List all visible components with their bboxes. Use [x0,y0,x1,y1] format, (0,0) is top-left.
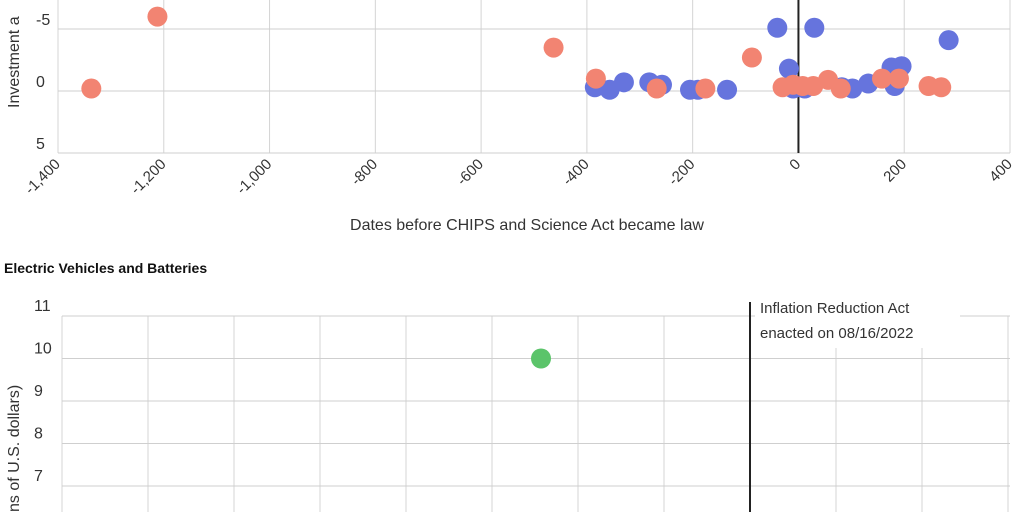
salmon-data-point [543,37,564,58]
top-chart-y-tick: 5 [36,136,45,153]
bottom-chart-y-tick: 8 [34,426,43,443]
blue-data-point [804,17,825,38]
top-chart-x-ticks: -1,400 -1,200 -1,000 -800 -600 -400 -200 0 200 40… [22,156,1016,198]
bottom-chart-y-ticks: 11 10 9 8 7 [34,298,52,485]
salmon-data-point [888,68,909,89]
annotation-line-1: Inflation Reduction Act [760,300,910,317]
blue-data-point [938,30,959,51]
top-chart-y-axis-title: Investment a [6,16,23,108]
top-chart-y-tick: 0 [36,74,45,91]
top-chart-x-tick: -800 [348,156,381,189]
green-data-point [531,348,551,369]
blue-data-point [613,72,634,93]
salmon-data-point [81,78,102,99]
salmon-data-point [646,78,667,99]
salmon-data-point [585,68,606,89]
annotation-line-2: enacted on 08/16/2022 [760,325,913,342]
top-chart-y-tick: -5 [36,12,50,29]
salmon-data-point [741,47,762,68]
bottom-chart-y-tick: 9 [34,383,43,400]
bottom-chart-y-tick: 7 [34,468,43,485]
salmon-data-point [931,77,952,98]
blue-data-point [717,79,738,100]
annotation-background [755,296,960,348]
top-chart-x-tick: 0 [786,156,804,174]
top-chart-x-tick: 400 [986,156,1016,186]
top-chart-x-tick: 200 [880,156,910,186]
top-chart-x-tick: -200 [665,156,698,189]
top-chart-x-tick: -1,400 [22,156,64,198]
bottom-chart-title: Electric Vehicles and Batteries [4,260,207,276]
bottom-chart-y-tick: 10 [34,341,52,358]
bottom-chart-points [531,348,551,369]
top-chart-x-tick: -1,000 [233,156,275,198]
salmon-data-point [830,78,851,99]
top-chart-x-tick: -600 [454,156,487,189]
salmon-data-point [695,78,716,99]
blue-data-point [767,17,788,38]
top-chart-x-tick: -1,200 [128,156,170,198]
salmon-data-point [872,68,893,89]
top-chart-x-tick: -400 [559,156,592,189]
bottom-chart-y-axis-title: ns of U.S. dollars) [6,385,23,512]
top-chart-x-axis-title: Dates before CHIPS and Science Act becam… [350,217,704,234]
salmon-data-point [147,6,168,27]
top-chart-points [81,6,959,100]
bottom-chart-y-tick: 11 [34,298,51,315]
blue-data-point [778,58,799,79]
top-chart-y-ticks: -5 0 5 [36,12,50,153]
